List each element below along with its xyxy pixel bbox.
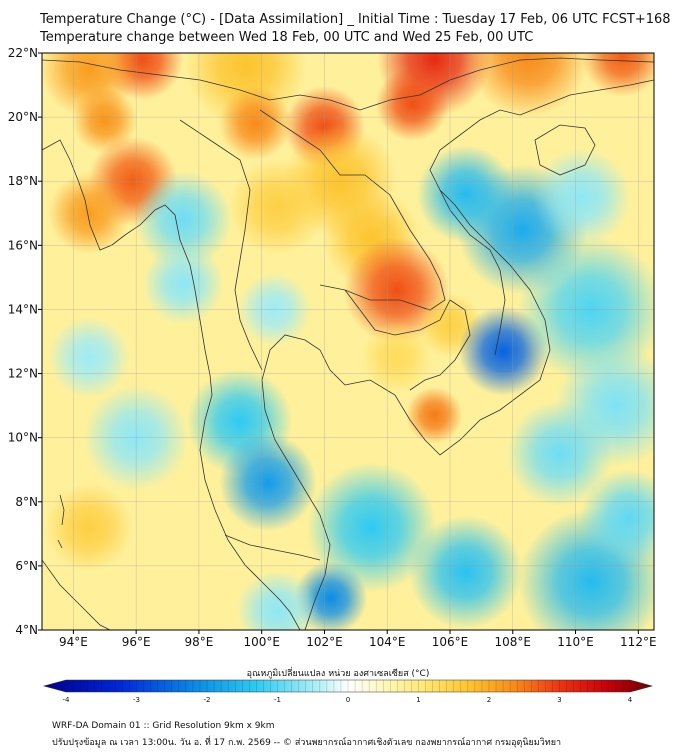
longitude-ticks: 94°E 96°E 98°E 100°E 102°E 104°E 106°E 108°E 110…	[59, 630, 657, 649]
hainan-island	[534, 124, 596, 176]
colorbar-ticks: -4 -3 -2 -1 0 1 2 3 4	[63, 680, 633, 704]
latitude-ticks: 4°N 6°N 8°N 10°N 12°N 14°N 16°N 18°N 20°N 22°N	[8, 46, 42, 637]
lat-tick-label: 14°N	[8, 302, 38, 316]
anomaly-blob	[142, 242, 225, 325]
lat-lon-grid	[42, 53, 654, 630]
chart-subtitle: Temperature change between Wed 18 Feb, 0…	[40, 30, 534, 45]
anomaly-blob	[532, 148, 631, 247]
lon-tick-label: 108°E	[495, 635, 532, 649]
chart-title: Temperature Change (°C) - [Data Assimila…	[40, 12, 671, 27]
lon-tick-label: 112°E	[620, 635, 657, 649]
border-laos	[259, 109, 446, 311]
colorbar-tick-label: -4	[63, 696, 71, 704]
lon-tick-label: 102°E	[306, 635, 343, 649]
colorbar-bar	[42, 679, 654, 693]
lat-tick-label: 22°N	[8, 46, 38, 60]
border-thailand	[179, 119, 263, 371]
sumatra-coast	[42, 559, 111, 630]
anomaly-blob	[48, 172, 130, 255]
lat-tick-label: 10°N	[8, 431, 38, 445]
anomaly-blob	[134, 170, 233, 269]
anomaly-blob	[416, 145, 515, 244]
andaman-islands	[57, 494, 65, 549]
anomaly-blob	[72, 87, 138, 153]
colorbar-tick-label: 4	[628, 696, 633, 704]
lon-tick-label: 98°E	[184, 635, 213, 649]
coastlines-borders	[42, 57, 654, 630]
footer-model-info: WRF-DA Domain 01 :: Grid Resolution 9km …	[52, 721, 275, 731]
border-malaysia	[224, 534, 321, 561]
lat-tick-label: 4°N	[15, 623, 38, 637]
anomaly-blob	[236, 569, 319, 630]
border-china	[42, 57, 654, 111]
footer-credit: ปรับปรุงข้อมูล ณ เวลา 13:00น. วัน อ. ที่…	[52, 738, 562, 748]
colorbar-tick-label: 3	[557, 696, 561, 704]
anomaly-blob	[467, 53, 590, 118]
anomaly-blob	[359, 320, 434, 395]
colorbar-tick-label: 1	[416, 696, 420, 704]
lon-tick-label: 96°E	[122, 635, 151, 649]
colorbar-title: อุณหภูมิเปลี่ยนแปลง หน่วย องศาเซลเซียส (…	[246, 669, 430, 679]
colorbar-tick-label: -2	[204, 696, 211, 704]
lat-tick-label: 18°N	[8, 174, 38, 188]
anomaly-blob	[48, 316, 130, 399]
colorbar-tick-label: 0	[346, 696, 350, 704]
anomaly-blob	[506, 400, 613, 507]
anomaly-blob	[218, 86, 293, 161]
colorbar: -4 -3 -2 -1 0 1 2 3 4	[42, 679, 654, 704]
lat-tick-label: 16°N	[8, 238, 38, 252]
anomaly-blob	[228, 157, 327, 256]
lon-tick-label: 94°E	[59, 635, 88, 649]
lon-tick-label: 100°E	[243, 635, 280, 649]
coastline-west	[42, 139, 301, 630]
lat-tick-label: 8°N	[15, 495, 38, 509]
anomaly-blob	[306, 462, 437, 593]
anomaly-blob	[44, 482, 134, 573]
anomaly-blob	[219, 433, 317, 532]
lon-tick-label: 106°E	[432, 635, 469, 649]
anomaly-blob	[581, 53, 654, 97]
anomaly-blob	[579, 468, 654, 567]
lat-tick-label: 12°N	[8, 367, 38, 381]
lon-tick-label: 110°E	[557, 635, 594, 649]
coastline-gulf	[261, 79, 654, 630]
colorbar-tick-label: -1	[274, 696, 281, 704]
plot-frame	[41, 52, 655, 631]
temperature-field	[42, 53, 654, 630]
anomaly-blob	[375, 67, 450, 142]
colorbar-tick-label: 2	[487, 696, 491, 704]
colorbar-tick-label: -3	[133, 696, 140, 704]
lat-tick-label: 20°N	[8, 110, 38, 124]
anomaly-blob	[405, 386, 463, 444]
border-vietnam	[439, 189, 506, 356]
lat-tick-label: 6°N	[15, 559, 38, 573]
lon-tick-label: 104°E	[369, 635, 406, 649]
anomaly-blob	[408, 515, 523, 630]
